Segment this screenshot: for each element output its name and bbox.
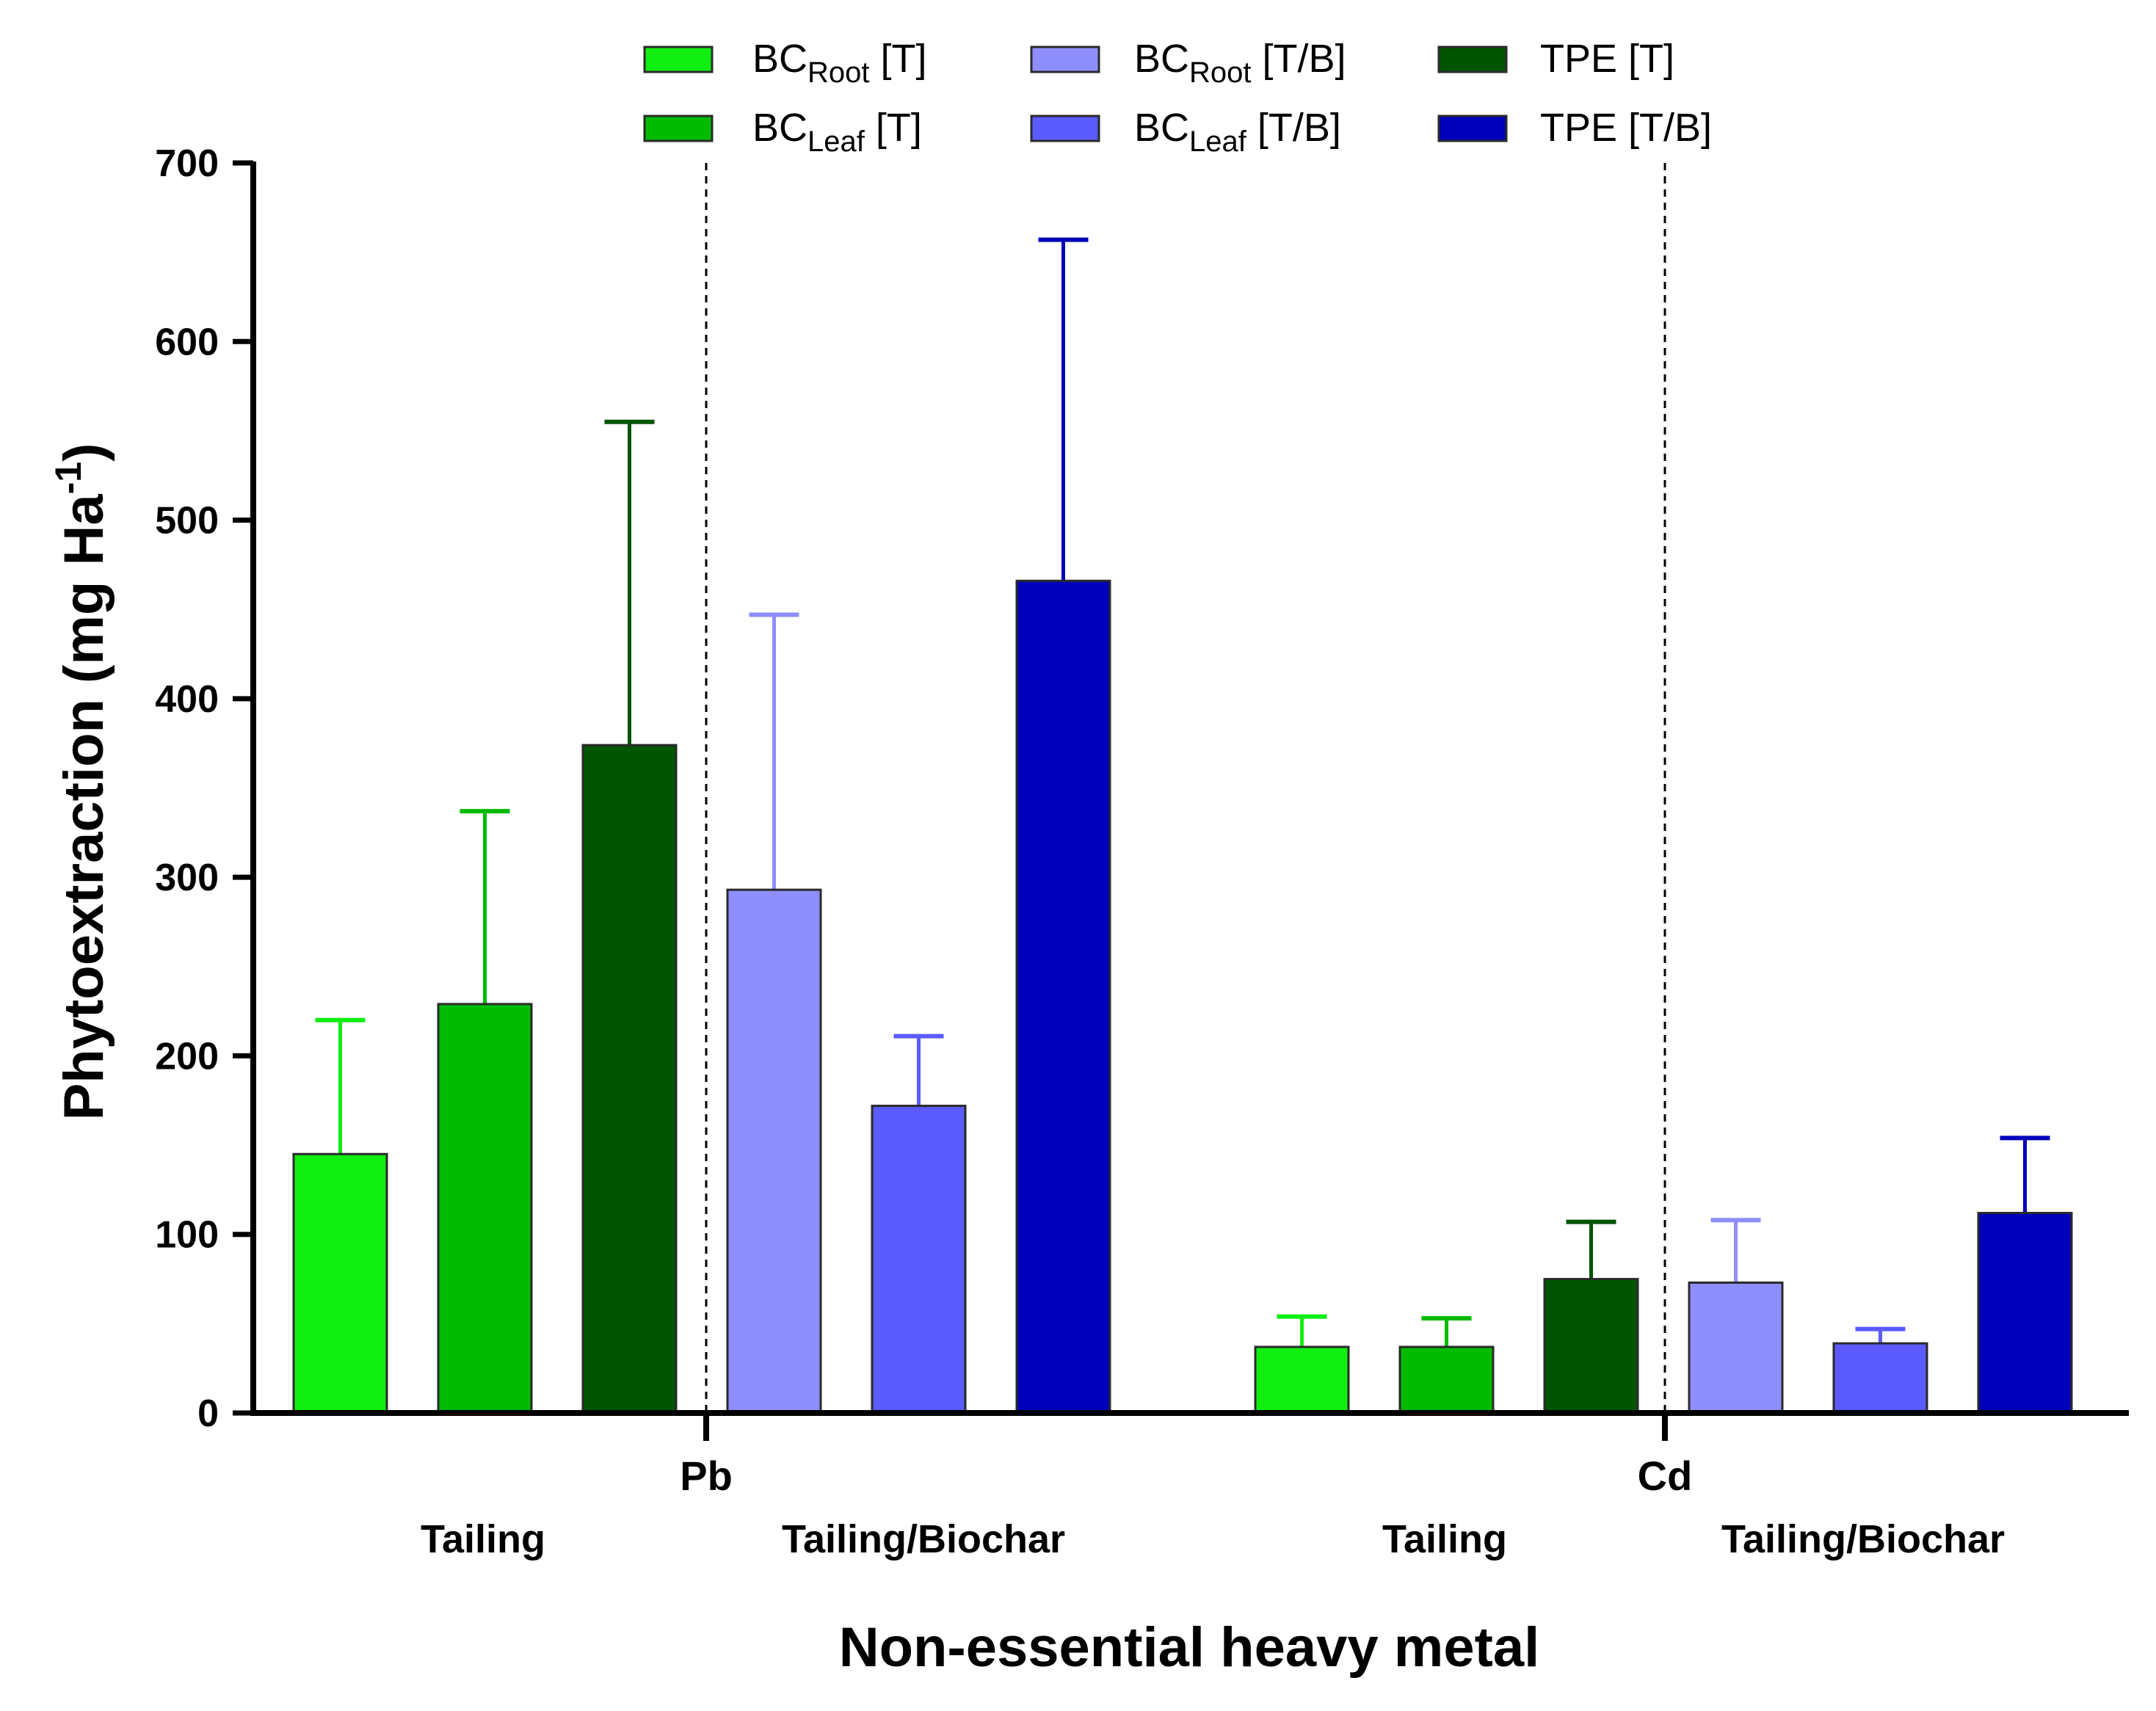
legend-label-6: TPE [T/B] xyxy=(1540,106,1712,150)
y-tick-label: 0 xyxy=(197,1392,219,1435)
bar-pb-4 xyxy=(726,888,822,1414)
legend: BCRoot [T] BCLeaf [T] BCRoot [T/B] BCLeaf [… xyxy=(643,37,1712,158)
axis-layer xyxy=(233,160,2129,1441)
legend-label-2: BCLeaf [T] xyxy=(752,106,922,158)
y-tick-label: 400 xyxy=(155,678,219,721)
legend-swatch-5 xyxy=(1030,115,1100,142)
x-category-label: Cd xyxy=(1638,1453,1693,1499)
bar-pb-6 xyxy=(1015,579,1111,1414)
y-tick-label: 700 xyxy=(155,142,219,185)
y-tick-label: 200 xyxy=(155,1035,219,1078)
subgroup-label: Tailing/Biochar xyxy=(782,1517,1065,1561)
y-tick-label: 300 xyxy=(155,857,219,899)
legend-swatch-6 xyxy=(1437,115,1508,142)
y-tick-label: 500 xyxy=(155,500,219,542)
bar-pb-1 xyxy=(292,1152,388,1414)
bar-cd-5 xyxy=(1832,1342,1928,1414)
bar-cd-6 xyxy=(1977,1212,2073,1414)
bar-cd-2 xyxy=(1398,1345,1495,1414)
legend-label-5: BCLeaf [T/B] xyxy=(1134,106,1341,158)
bar-cd-3 xyxy=(1543,1278,1639,1414)
error-bar-layer xyxy=(315,237,2050,1347)
legend-swatch-3 xyxy=(1437,46,1508,73)
y-tick-label: 100 xyxy=(155,1214,219,1257)
bar-cd-1 xyxy=(1254,1345,1350,1414)
y-tick-label: 600 xyxy=(155,321,219,363)
subgroup-label: Tailing xyxy=(1382,1517,1507,1561)
bar-cd-4 xyxy=(1688,1281,1784,1414)
x-category-label: Pb xyxy=(680,1453,733,1499)
separator-layer xyxy=(705,163,1666,1413)
subgroup-label: Tailing/Biochar xyxy=(1721,1517,2005,1561)
subgroup-label: Tailing xyxy=(421,1517,545,1561)
x-axis-title: Non-essential heavy metal xyxy=(839,1616,1540,1679)
legend-swatch-2 xyxy=(643,115,714,142)
legend-label-3: TPE [T] xyxy=(1540,37,1674,81)
bar-pb-2 xyxy=(437,1003,533,1414)
label-layer: 0 100 200 300 400 500 600 700 Pb Cd Tailing Tailing… xyxy=(48,142,2005,1679)
bar-pb-3 xyxy=(581,744,678,1414)
legend-label-1: BCRoot [T] xyxy=(752,37,927,89)
bar-layer xyxy=(292,579,2073,1414)
bar-pb-5 xyxy=(871,1105,967,1414)
legend-label-4: BCRoot [T/B] xyxy=(1134,37,1346,89)
legend-swatch-1 xyxy=(643,46,714,73)
legend-swatch-4 xyxy=(1030,46,1100,73)
y-axis-title: Phytoextraction (mg Ha-1) xyxy=(48,443,115,1121)
